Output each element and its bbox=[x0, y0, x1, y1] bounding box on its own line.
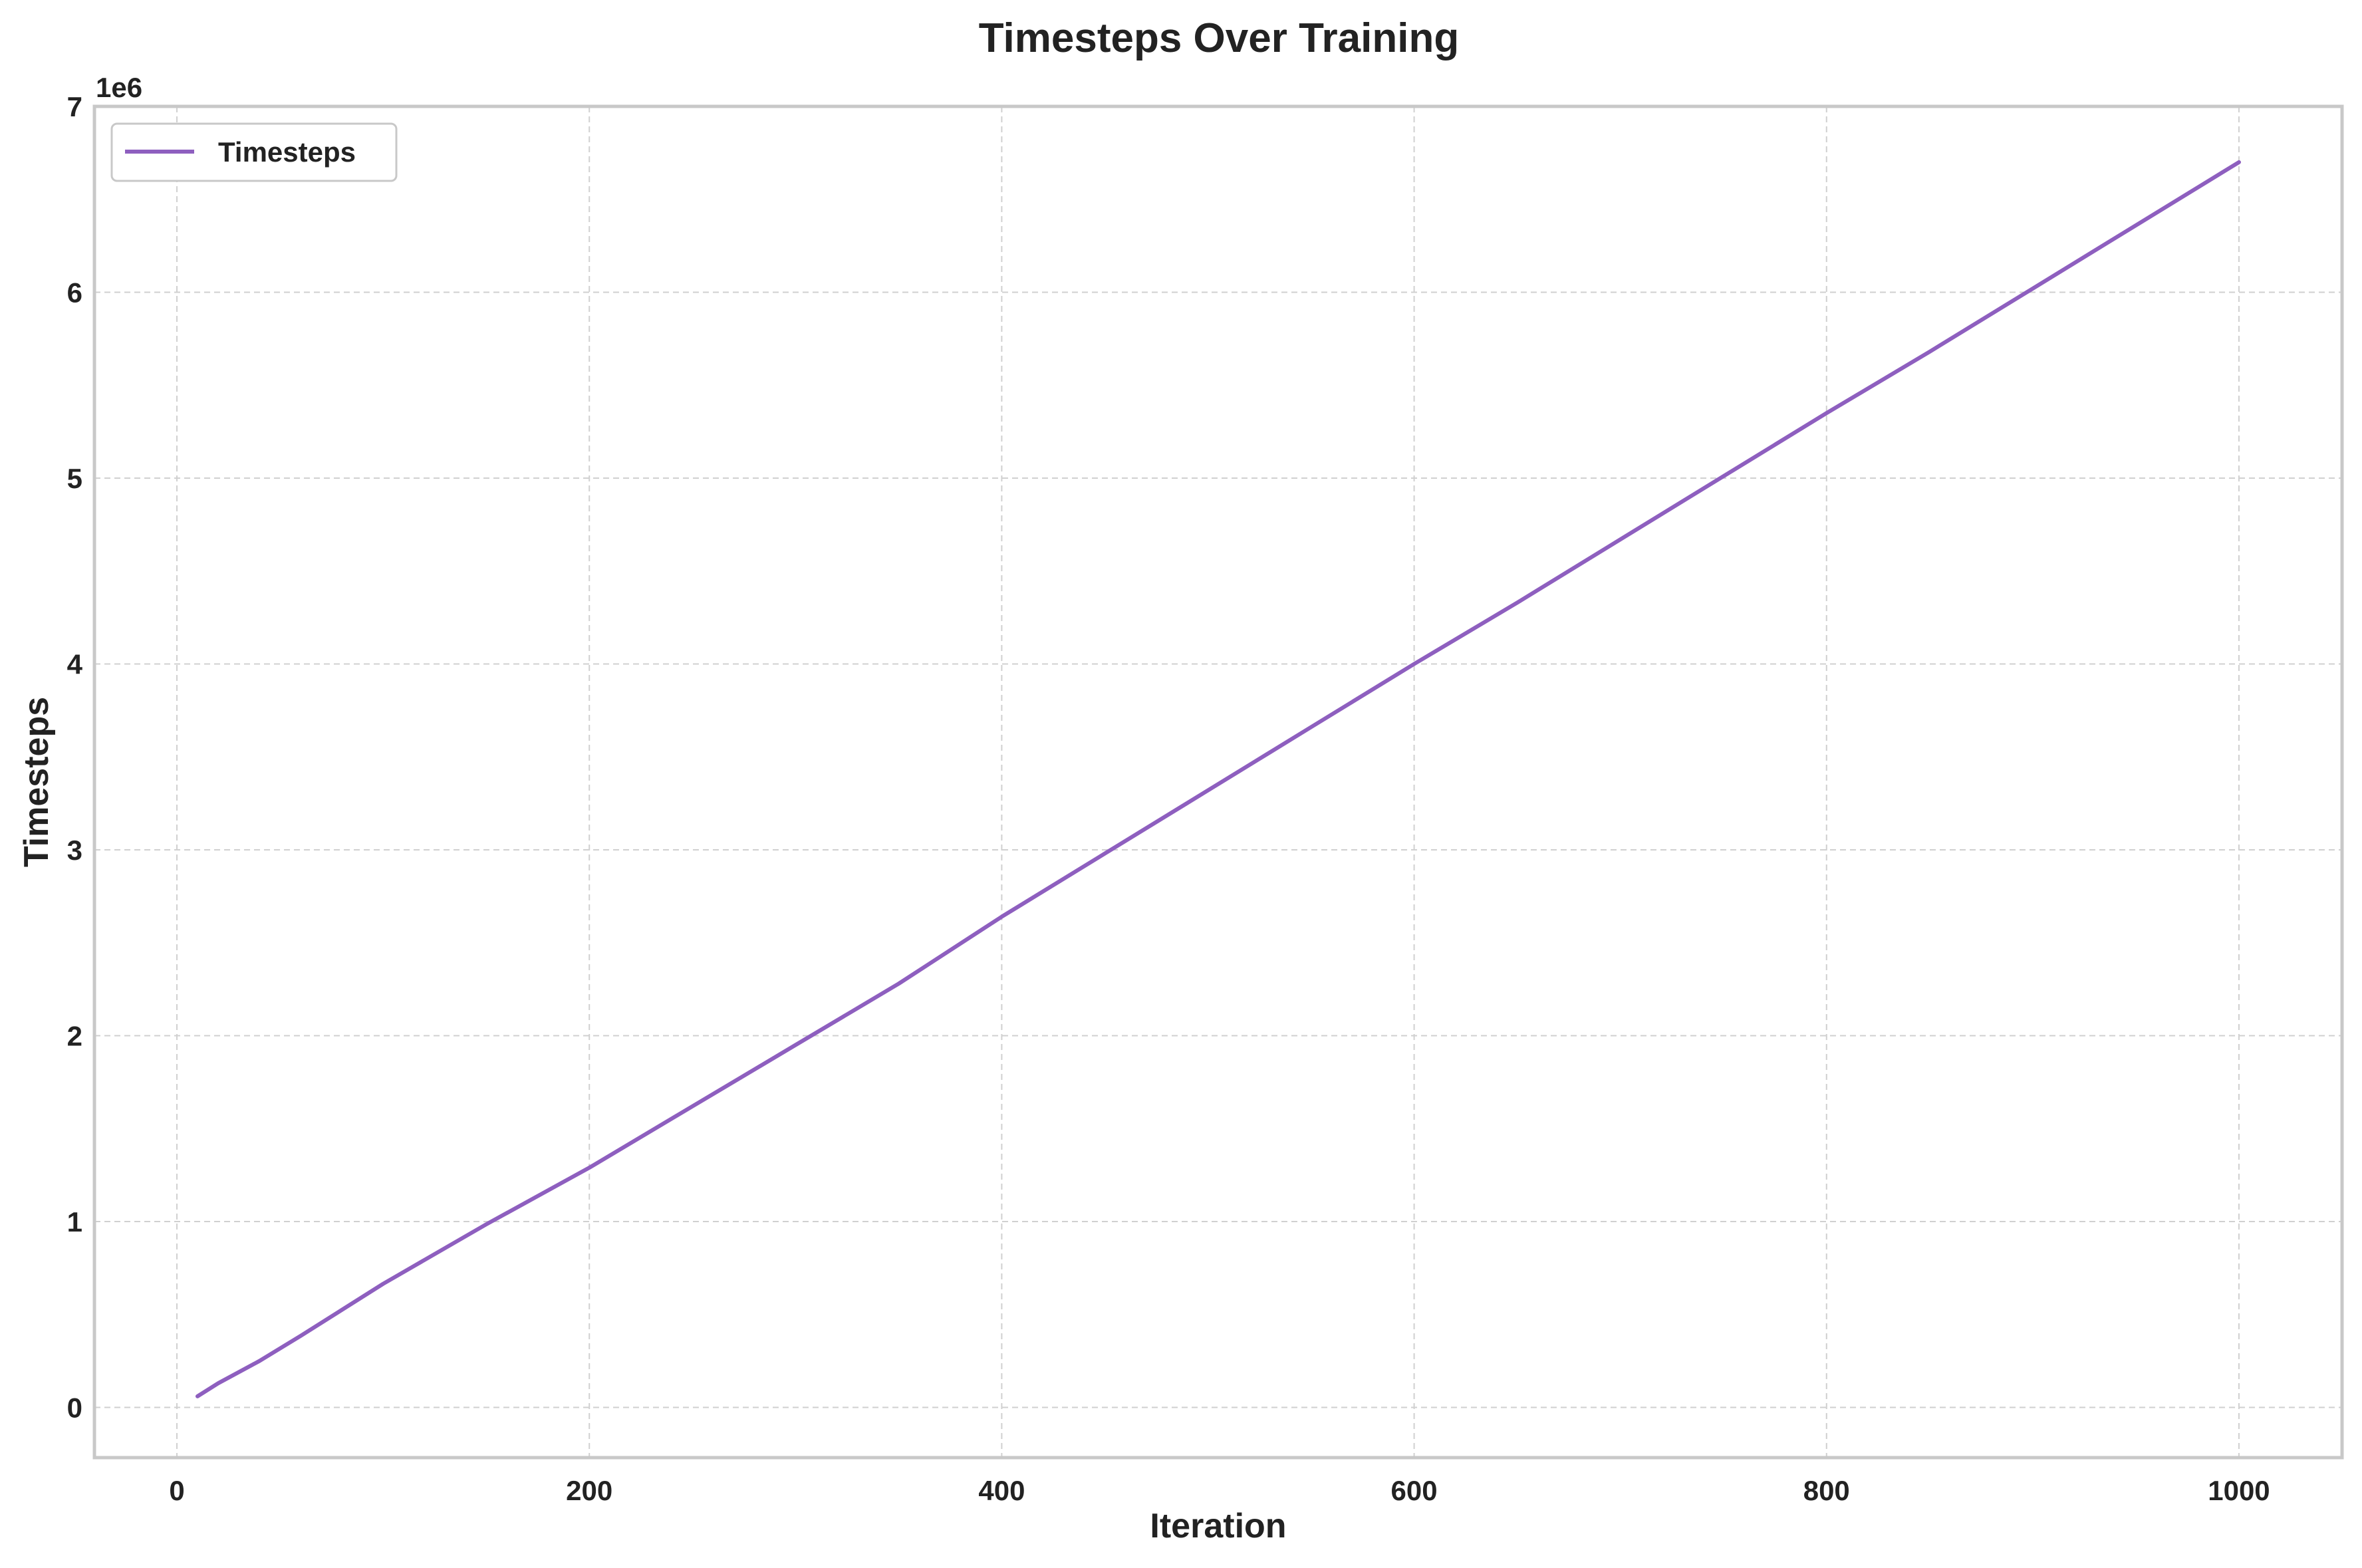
series-layer bbox=[196, 160, 2241, 1398]
x-tick-label: 0 bbox=[169, 1475, 184, 1506]
plot-frame bbox=[92, 104, 2344, 1460]
y-tick-label: 0 bbox=[67, 1392, 82, 1424]
y-axis-offset-label: 1e6 bbox=[96, 72, 142, 103]
x-tick-label: 200 bbox=[566, 1475, 612, 1506]
y-tick-label: 5 bbox=[67, 463, 82, 494]
x-axis-label: Iteration bbox=[1150, 1507, 1286, 1545]
y-tick-label: 6 bbox=[67, 277, 82, 309]
y-tick-label: 7 bbox=[67, 91, 82, 122]
x-tick-label: 400 bbox=[978, 1475, 1025, 1506]
y-tick-label: 4 bbox=[67, 649, 83, 680]
legend-box bbox=[110, 122, 398, 182]
tick-labels: 0 200 400 600 800 1000 0 1 2 3 4 5 6 7 bbox=[67, 91, 2270, 1506]
y-tick-label: 2 bbox=[67, 1021, 82, 1052]
x-tick-label: 800 bbox=[1803, 1475, 1850, 1506]
y-axis-label: Timesteps bbox=[17, 697, 56, 867]
series-line-timesteps bbox=[196, 160, 2241, 1398]
legend-label-timesteps: Timesteps bbox=[218, 136, 356, 168]
x-tick-label: 600 bbox=[1391, 1475, 1438, 1506]
y-tick-label: 3 bbox=[67, 835, 82, 866]
legend: Timesteps bbox=[110, 122, 398, 182]
x-tick-label: 1000 bbox=[2208, 1475, 2270, 1506]
chart-title: Timesteps Over Training bbox=[979, 15, 1459, 61]
y-tick-label: 1 bbox=[67, 1206, 82, 1238]
